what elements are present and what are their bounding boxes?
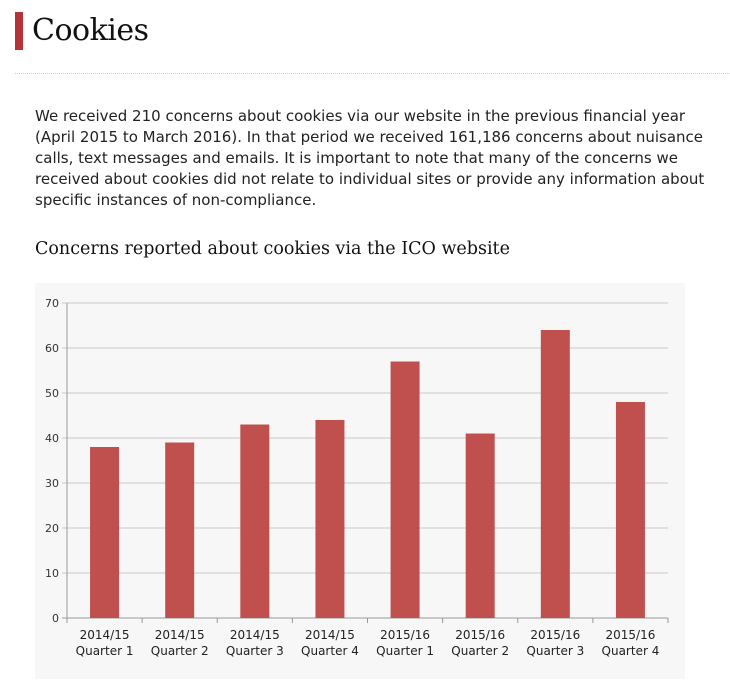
- y-tick-label: 30: [45, 477, 59, 490]
- x-tick-label-quarter: Quarter 1: [376, 644, 434, 658]
- intro-paragraph: We received 210 concerns about cookies v…: [35, 107, 705, 209]
- heading-divider: [15, 73, 730, 74]
- bar: [315, 420, 345, 618]
- y-tick-label: 40: [45, 432, 59, 445]
- x-tick-label-quarter: Quarter 1: [76, 644, 134, 658]
- bar: [165, 442, 195, 618]
- chart-title: Concerns reported about cookies via the …: [35, 239, 510, 259]
- y-tick-label: 60: [45, 342, 59, 355]
- heading-accent-bar: [15, 12, 23, 50]
- x-tick-label-year: 2014/15: [80, 628, 130, 642]
- x-tick-label-quarter: Quarter 4: [301, 644, 359, 658]
- bar: [465, 433, 495, 618]
- x-tick-label-year: 2014/15: [230, 628, 280, 642]
- x-tick-label-quarter: Quarter 3: [226, 644, 284, 658]
- bar: [240, 424, 270, 618]
- y-tick-label: 50: [45, 387, 59, 400]
- x-tick-label-year: 2015/16: [380, 628, 430, 642]
- bar: [615, 402, 645, 618]
- x-tick-label-quarter: Quarter 2: [451, 644, 509, 658]
- bar: [390, 361, 420, 618]
- x-tick-label-year: 2015/16: [606, 628, 656, 642]
- page-heading: Cookies: [15, 10, 149, 52]
- x-tick-label-quarter: Quarter 3: [526, 644, 584, 658]
- bar-chart: 0 10 20 30 40 50 60 70 2014/15 Quarter 1 2014/15 Qu…: [45, 297, 669, 658]
- x-tick-label-year: 2014/15: [305, 628, 355, 642]
- x-tick-label-year: 2014/15: [155, 628, 205, 642]
- page-title: Cookies: [32, 13, 149, 48]
- chart-area: 0 10 20 30 40 50 60 70 2014/15 Quarter 1 2014/15 Qu…: [35, 283, 685, 679]
- x-tick-label-quarter: Quarter 4: [602, 644, 660, 658]
- x-tick-label-year: 2015/16: [455, 628, 505, 642]
- bar: [540, 330, 570, 618]
- bar: [90, 447, 120, 618]
- y-tick-label: 0: [52, 612, 59, 625]
- x-tick-label-quarter: Quarter 2: [151, 644, 209, 658]
- x-tick-label-year: 2015/16: [530, 628, 580, 642]
- y-tick-label: 10: [45, 567, 59, 580]
- y-tick-label: 20: [45, 522, 59, 535]
- y-tick-label: 70: [45, 297, 59, 310]
